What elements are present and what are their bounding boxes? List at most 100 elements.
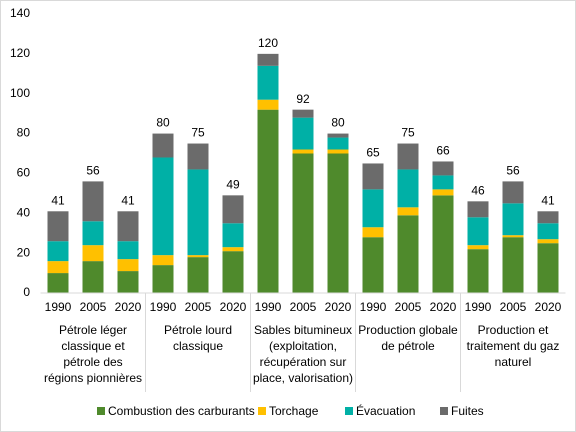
x-tick-label: 1990 (45, 300, 72, 314)
bar-segment (397, 207, 419, 216)
total-label: 80 (156, 116, 170, 130)
bar-segment (187, 169, 209, 256)
legend-label: Torchage (269, 404, 319, 418)
x-tick-label: 1990 (150, 300, 177, 314)
x-tick-label: 1990 (360, 300, 387, 314)
bar-segment (117, 241, 139, 260)
total-label: 56 (506, 164, 520, 178)
bar-segment (467, 245, 489, 250)
bar-segment (327, 133, 349, 138)
bar-segment (47, 261, 69, 274)
total-label: 66 (436, 144, 450, 158)
legend-swatch (258, 407, 266, 415)
total-label: 80 (331, 116, 345, 130)
x-tick-label: 2005 (185, 300, 212, 314)
legend-swatch (440, 407, 448, 415)
bar-segment (397, 143, 419, 170)
total-label: 120 (258, 36, 278, 50)
bar-segment (187, 143, 209, 170)
y-tick-label: 20 (17, 245, 31, 259)
bar-segment (117, 259, 139, 272)
bar-segment (362, 237, 384, 293)
bar-segment (467, 201, 489, 218)
total-label: 75 (191, 126, 205, 140)
bar-segment (537, 239, 559, 244)
x-tick-label: 2005 (290, 300, 317, 314)
group-label: Production globale de pétrole (358, 323, 458, 353)
bar-segment (397, 215, 419, 293)
bar-segment (257, 109, 279, 294)
legend-label: Combustion des carburants (108, 404, 255, 418)
bar-segment (327, 149, 349, 154)
group-label: Production et traitement du gaz naturel (466, 323, 560, 369)
bar-segment (432, 189, 454, 196)
group-label: Pétrole lourd classique (163, 323, 233, 353)
bar-segment (432, 161, 454, 176)
bar-segment (82, 181, 104, 222)
bar-segment (292, 117, 314, 150)
total-label: 49 (226, 178, 240, 192)
y-tick-label: 100 (10, 86, 30, 100)
x-tick-label: 1990 (255, 300, 282, 314)
bar-segment (292, 109, 314, 118)
bar-segment (467, 249, 489, 293)
bar-segment (327, 153, 349, 293)
bar-segment (47, 273, 69, 293)
x-tick-label: 1990 (465, 300, 492, 314)
x-tick-label: 2020 (220, 300, 247, 314)
total-label: 41 (121, 193, 135, 207)
bar-segment (537, 243, 559, 293)
bar-segment (152, 133, 174, 158)
bar-segment (362, 189, 384, 228)
y-tick-label: 140 (10, 6, 30, 20)
bar-segment (187, 257, 209, 293)
bar-segment (222, 195, 244, 224)
bar-segment (82, 221, 104, 246)
x-tick-label: 2005 (500, 300, 527, 314)
y-tick-label: 80 (17, 126, 31, 140)
bar-segment (502, 237, 524, 293)
bar-segment (432, 175, 454, 190)
y-tick-label: 60 (17, 166, 31, 180)
bar-segment (537, 223, 559, 240)
x-tick-label: 2020 (535, 300, 562, 314)
bar-segment (327, 137, 349, 150)
total-label: 56 (86, 164, 100, 178)
legend-swatch (97, 407, 105, 415)
bar-segment (502, 181, 524, 204)
bar-segment (432, 195, 454, 293)
bar-segment (257, 53, 279, 66)
bar-segment (152, 157, 174, 256)
total-label: 41 (541, 193, 555, 207)
group-label: Sables bitumineux (exploitation, récupér… (252, 323, 354, 385)
legend-label: Évacuation (356, 403, 415, 418)
bar-segment (362, 227, 384, 238)
bar-segment (397, 169, 419, 208)
total-label: 65 (366, 146, 380, 160)
x-tick-label: 2005 (395, 300, 422, 314)
bar-segment (257, 65, 279, 100)
bar-segment (152, 265, 174, 293)
group-label: Pétrole léger classique et pétrole des r… (43, 323, 143, 385)
bar-segment (467, 217, 489, 246)
bar-segment (222, 251, 244, 293)
bar-segment (222, 223, 244, 248)
x-tick-label: 2005 (80, 300, 107, 314)
bar-segment (257, 99, 279, 110)
bar-segment (47, 211, 69, 242)
bar-segment (537, 211, 559, 224)
bar-segment (502, 203, 524, 236)
bar-segment (117, 211, 139, 242)
total-label: 46 (471, 184, 485, 198)
bar-segment (292, 149, 314, 154)
x-tick-label: 2020 (325, 300, 352, 314)
bar-segment (82, 261, 104, 293)
y-tick-label: 120 (10, 46, 30, 60)
bar-segment (502, 235, 524, 238)
bar-segment (292, 153, 314, 293)
bar-segment (152, 255, 174, 266)
bar-segment (117, 271, 139, 293)
bar-segment (222, 247, 244, 252)
total-label: 92 (296, 92, 310, 106)
bar-segment (362, 163, 384, 190)
